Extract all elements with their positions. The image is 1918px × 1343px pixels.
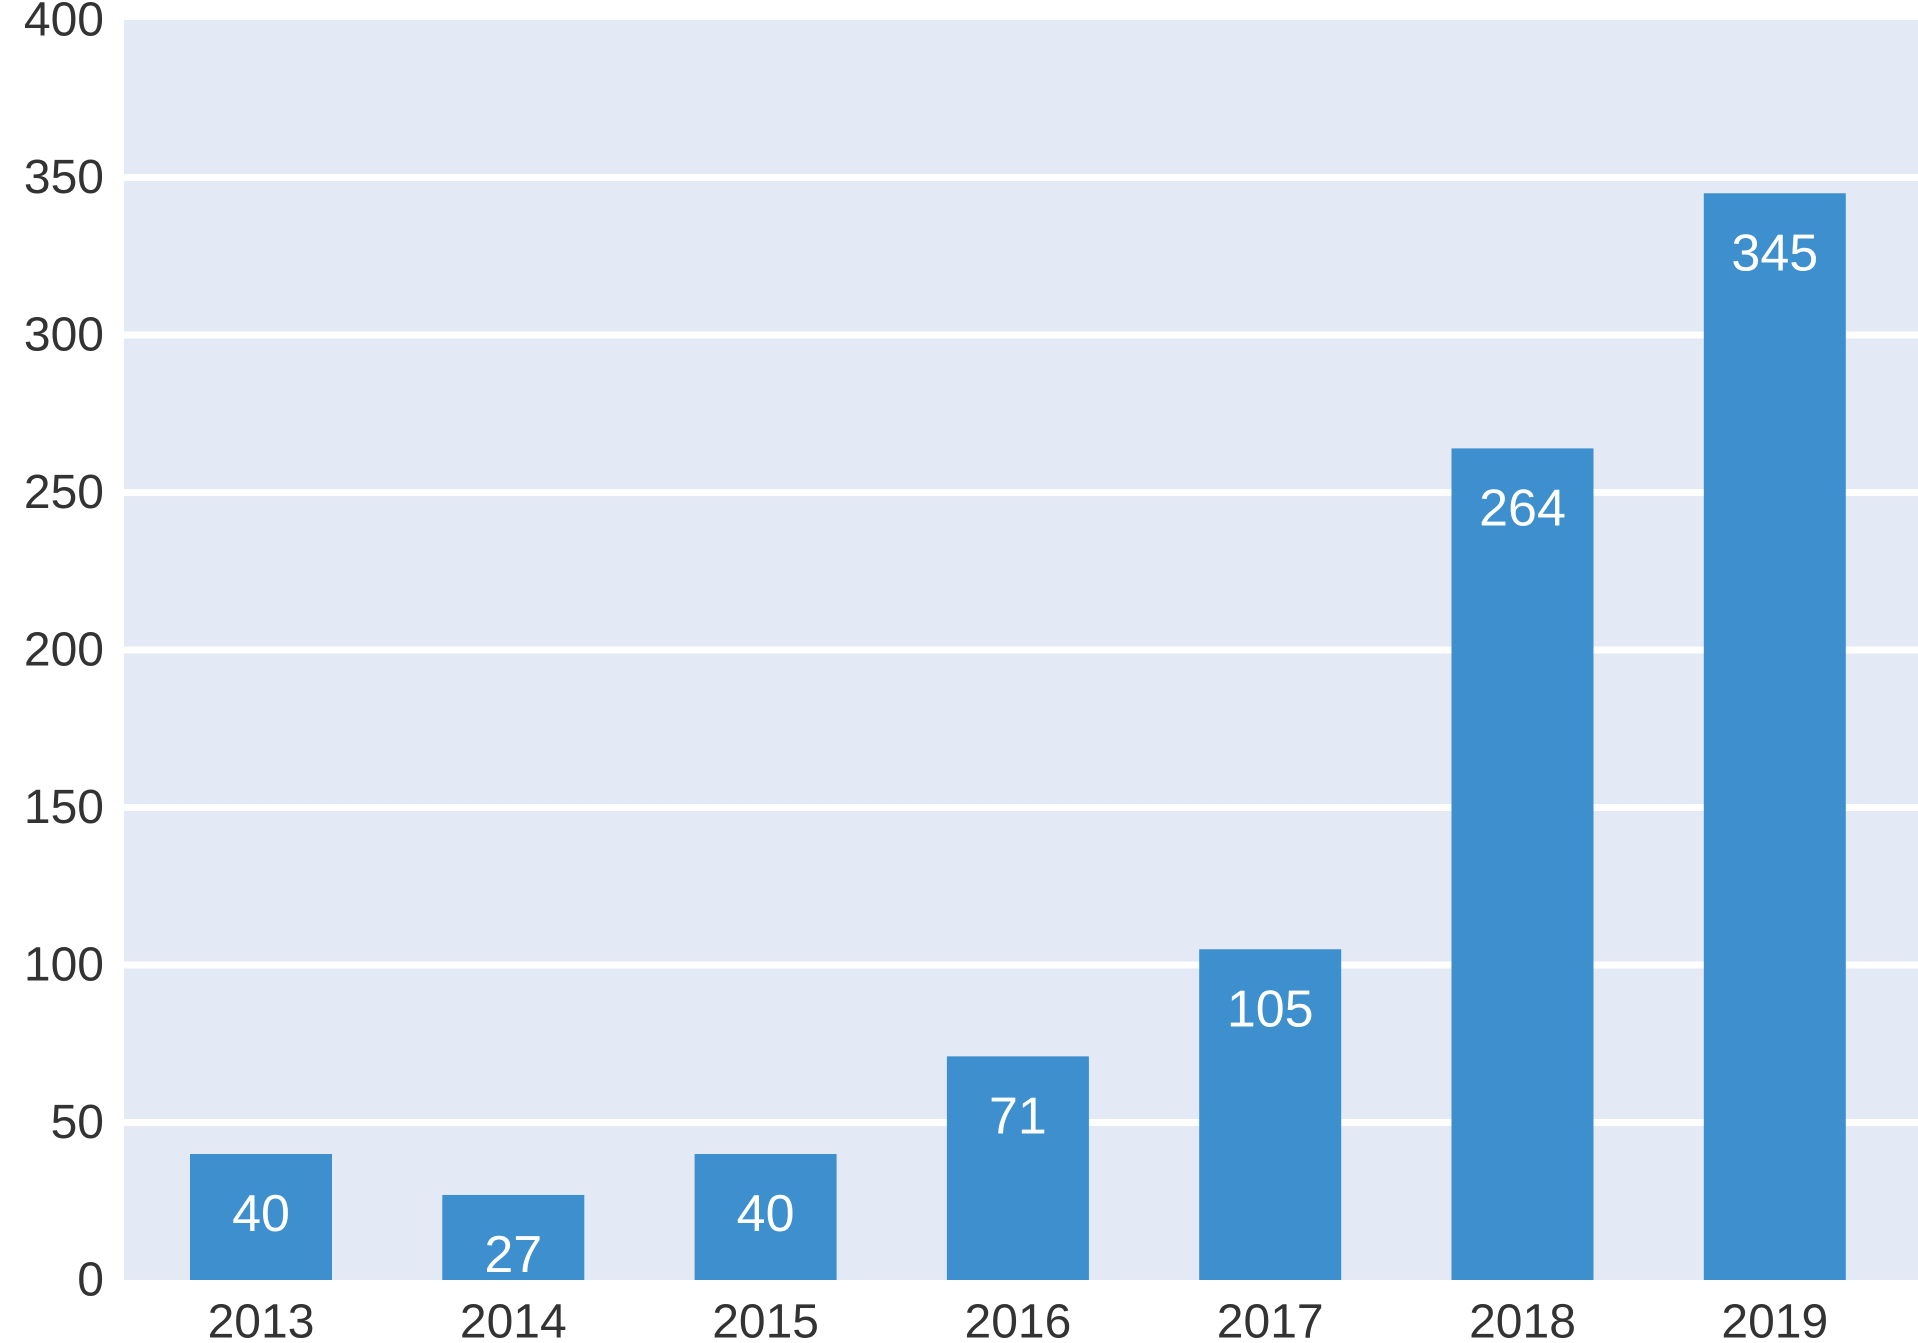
data-labels: 40 27 40 71 105 264 345 <box>232 224 1818 1284</box>
y-tick-label: 50 <box>51 1096 104 1149</box>
x-tick-label-2013: 2013 <box>208 1296 315 1343</box>
bar-2018 <box>1451 448 1594 1280</box>
bar-2015 <box>694 1154 837 1280</box>
x-tick-label-2016: 2016 <box>965 1296 1072 1343</box>
data-label-2019: 345 <box>1731 224 1818 282</box>
y-tick-label: 250 <box>24 466 104 519</box>
x-tick-label-2019: 2019 <box>1721 1296 1828 1343</box>
bar-2017 <box>1199 949 1342 1280</box>
y-tick-label: 350 <box>24 151 104 204</box>
bar-2016 <box>946 1056 1089 1280</box>
bar-2014 <box>442 1194 585 1280</box>
data-label-2015: 40 <box>737 1185 795 1243</box>
data-label-2016: 71 <box>989 1087 1047 1145</box>
y-tick-label: 150 <box>24 781 104 834</box>
data-label-2013: 40 <box>232 1185 290 1243</box>
y-tick-label: 200 <box>24 624 104 677</box>
data-label-2014: 27 <box>484 1226 542 1284</box>
bar-2013 <box>190 1154 332 1280</box>
x-axis-ticks: 2013 2014 2015 2016 2017 2018 2019 <box>208 1296 1829 1343</box>
data-label-2018: 264 <box>1479 479 1566 537</box>
x-tick-label-2014: 2014 <box>460 1296 567 1343</box>
y-tick-label: 400 <box>24 0 104 47</box>
bars <box>190 193 1846 1280</box>
gridlines <box>124 174 1918 1126</box>
y-tick-label: 0 <box>77 1254 104 1307</box>
bar-2019 <box>1703 193 1846 1280</box>
x-tick-label-2017: 2017 <box>1217 1296 1324 1343</box>
y-tick-label: 100 <box>24 939 104 992</box>
x-tick-label-2015: 2015 <box>712 1296 819 1343</box>
y-axis-ticks: 0 50 100 150 200 250 300 350 400 <box>24 0 104 1307</box>
data-label-2017: 105 <box>1227 980 1314 1038</box>
y-tick-label: 300 <box>24 309 104 362</box>
x-tick-label-2018: 2018 <box>1469 1296 1576 1343</box>
